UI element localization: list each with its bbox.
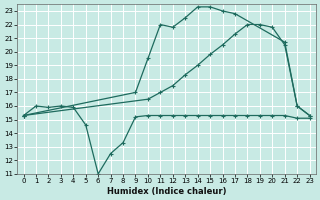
X-axis label: Humidex (Indice chaleur): Humidex (Indice chaleur) [107,187,226,196]
